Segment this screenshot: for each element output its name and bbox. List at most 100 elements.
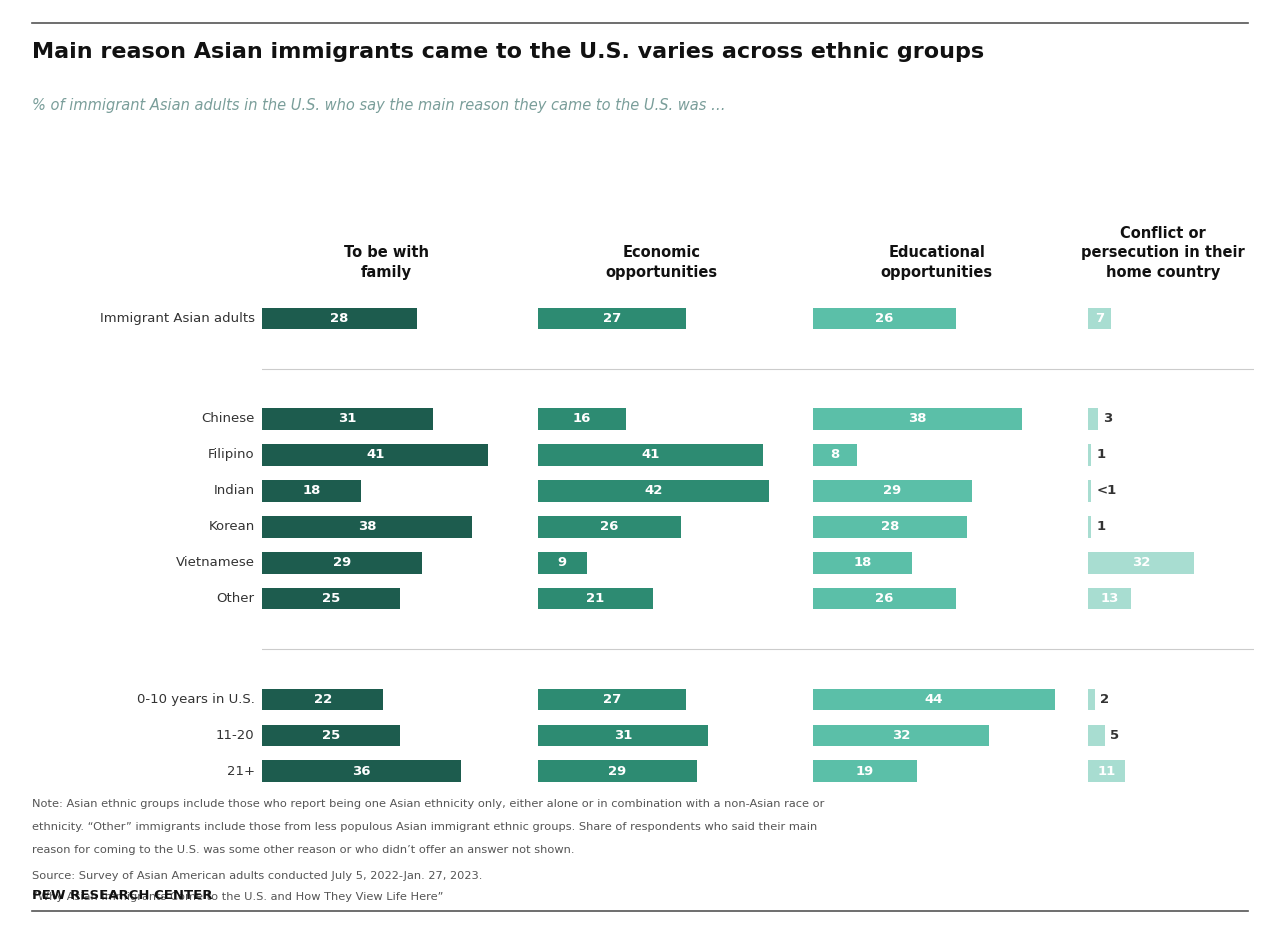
Text: <1: <1 xyxy=(1096,485,1116,497)
Text: 21: 21 xyxy=(586,592,604,605)
Text: Main reason Asian immigrants came to the U.S. varies across ethnic groups: Main reason Asian immigrants came to the… xyxy=(32,42,984,62)
Bar xyxy=(538,725,708,746)
Text: Source: Survey of Asian American adults conducted July 5, 2022-Jan. 27, 2023.: Source: Survey of Asian American adults … xyxy=(32,871,483,882)
Text: 29: 29 xyxy=(608,765,626,778)
Bar xyxy=(1088,552,1194,573)
Text: % of immigrant Asian adults in the U.S. who say the main reason they came to the: % of immigrant Asian adults in the U.S. … xyxy=(32,98,726,113)
Bar xyxy=(538,516,681,538)
Text: 29: 29 xyxy=(883,485,901,497)
Text: PEW RESEARCH CENTER: PEW RESEARCH CENTER xyxy=(32,889,212,902)
Bar xyxy=(538,760,698,782)
Bar xyxy=(262,408,433,430)
Text: Educational
opportunities: Educational opportunities xyxy=(881,246,993,280)
Text: Korean: Korean xyxy=(209,520,255,533)
Bar xyxy=(1088,760,1125,782)
Text: Indian: Indian xyxy=(214,485,255,497)
Text: 38: 38 xyxy=(357,520,376,533)
Text: 32: 32 xyxy=(1132,557,1151,569)
Bar xyxy=(813,688,1055,710)
Text: Other: Other xyxy=(216,592,255,605)
Bar xyxy=(262,760,461,782)
Text: 31: 31 xyxy=(613,729,632,742)
Bar xyxy=(538,552,588,573)
Text: 25: 25 xyxy=(323,729,340,742)
Bar xyxy=(813,307,956,329)
Text: 27: 27 xyxy=(603,693,621,706)
Bar xyxy=(1088,725,1105,746)
Text: Conflict or
persecution in their
home country: Conflict or persecution in their home co… xyxy=(1082,226,1244,280)
Bar xyxy=(1088,408,1098,430)
Text: Filipino: Filipino xyxy=(207,448,255,461)
Bar xyxy=(262,725,399,746)
Text: reason for coming to the U.S. was some other reason or who didn’t offer an answe: reason for coming to the U.S. was some o… xyxy=(32,845,575,856)
Bar xyxy=(262,307,416,329)
Bar xyxy=(538,307,686,329)
Text: 18: 18 xyxy=(854,557,872,569)
Text: 26: 26 xyxy=(876,312,893,325)
Text: 2: 2 xyxy=(1100,693,1108,706)
Bar xyxy=(262,445,488,466)
Bar xyxy=(538,587,653,610)
Text: 7: 7 xyxy=(1096,312,1105,325)
Text: 19: 19 xyxy=(856,765,874,778)
Bar xyxy=(538,408,626,430)
Text: Immigrant Asian adults: Immigrant Asian adults xyxy=(100,312,255,325)
Bar xyxy=(538,480,769,502)
Bar xyxy=(1088,307,1111,329)
Text: 44: 44 xyxy=(924,693,943,706)
Text: 16: 16 xyxy=(572,413,591,426)
Bar xyxy=(538,445,763,466)
Text: 21+: 21+ xyxy=(227,765,255,778)
Text: 22: 22 xyxy=(314,693,332,706)
Text: ethnicity. “Other” immigrants include those from less populous Asian immigrant e: ethnicity. “Other” immigrants include th… xyxy=(32,822,817,832)
Bar xyxy=(262,552,422,573)
Text: To be with
family: To be with family xyxy=(344,246,429,280)
Bar xyxy=(1088,587,1132,610)
Text: Note: Asian ethnic groups include those who report being one Asian ethnicity onl: Note: Asian ethnic groups include those … xyxy=(32,799,824,809)
Bar xyxy=(1088,516,1092,538)
Text: 1: 1 xyxy=(1096,448,1106,461)
Bar xyxy=(813,480,973,502)
Text: Economic
opportunities: Economic opportunities xyxy=(605,246,718,280)
Bar xyxy=(813,516,966,538)
Text: Vietnamese: Vietnamese xyxy=(175,557,255,569)
Bar xyxy=(1088,480,1092,502)
Bar xyxy=(262,480,361,502)
Text: 26: 26 xyxy=(600,520,618,533)
Text: 27: 27 xyxy=(603,312,621,325)
Bar xyxy=(813,725,989,746)
Text: 0-10 years in U.S.: 0-10 years in U.S. xyxy=(137,693,255,706)
Text: 41: 41 xyxy=(641,448,659,461)
Text: 38: 38 xyxy=(908,413,927,426)
Bar xyxy=(813,408,1021,430)
Bar xyxy=(262,688,384,710)
Text: 26: 26 xyxy=(876,592,893,605)
Bar xyxy=(813,760,918,782)
Text: 8: 8 xyxy=(831,448,840,461)
Bar xyxy=(538,688,686,710)
Text: 9: 9 xyxy=(558,557,567,569)
Text: “Why Asian Immigrants Come to the U.S. and How They View Life Here”: “Why Asian Immigrants Come to the U.S. a… xyxy=(32,892,443,902)
Bar xyxy=(1088,445,1092,466)
Text: 28: 28 xyxy=(881,520,899,533)
Text: 1: 1 xyxy=(1096,520,1106,533)
Bar xyxy=(262,516,471,538)
Text: 36: 36 xyxy=(352,765,371,778)
Text: 3: 3 xyxy=(1103,413,1112,426)
Text: 25: 25 xyxy=(323,592,340,605)
Text: 13: 13 xyxy=(1101,592,1119,605)
Bar xyxy=(262,587,399,610)
Text: 42: 42 xyxy=(644,485,662,497)
Text: 11-20: 11-20 xyxy=(216,729,255,742)
Text: 41: 41 xyxy=(366,448,384,461)
Text: 5: 5 xyxy=(1110,729,1119,742)
Text: 31: 31 xyxy=(338,413,357,426)
Text: Chinese: Chinese xyxy=(201,413,255,426)
Text: 18: 18 xyxy=(303,485,321,497)
Text: 32: 32 xyxy=(892,729,910,742)
Bar xyxy=(813,552,911,573)
Bar xyxy=(813,587,956,610)
Text: 28: 28 xyxy=(330,312,348,325)
Text: 29: 29 xyxy=(333,557,351,569)
Bar xyxy=(1088,688,1094,710)
